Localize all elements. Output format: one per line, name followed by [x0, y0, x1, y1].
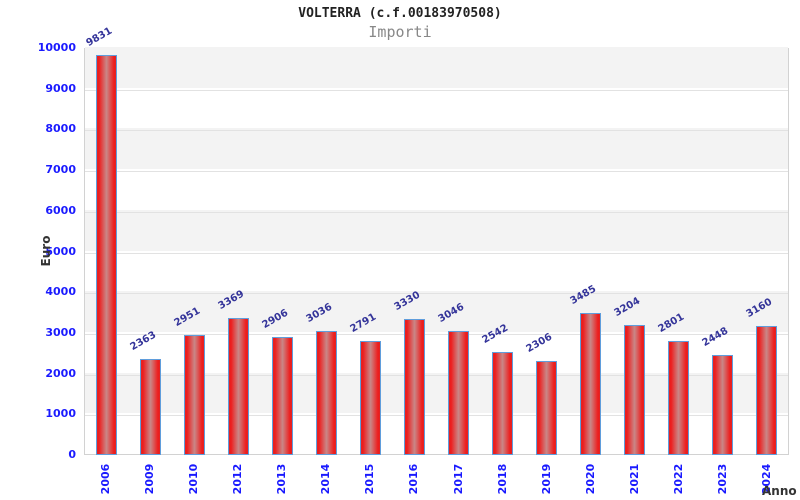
x-tick-label: 2016: [407, 463, 421, 495]
bar: [95, 54, 117, 455]
x-tick-label: 2013: [275, 463, 289, 495]
bar: [359, 341, 381, 455]
gridline: [85, 415, 788, 417]
chart-title: VOLTERRA (c.f.00183970508): [298, 6, 502, 21]
gridline: [85, 130, 788, 132]
bar: [315, 331, 337, 455]
bar: [139, 358, 161, 455]
bar: [403, 319, 425, 455]
chart-subtitle: Importi: [368, 23, 432, 41]
gridline: [85, 89, 788, 91]
bar: [227, 317, 249, 455]
y-tick-label: 9000: [45, 81, 76, 95]
gridline: [85, 211, 788, 213]
y-tick-label: 1000: [45, 407, 76, 421]
x-tick-label: 2012: [231, 463, 245, 495]
gridline: [85, 293, 788, 295]
plot-band: [85, 128, 788, 170]
x-tick-label: 2018: [495, 463, 509, 495]
bar: [624, 324, 646, 455]
y-tick-label: 6000: [45, 203, 76, 217]
plot-band: [85, 291, 788, 332]
x-tick-label: 2023: [715, 463, 729, 495]
x-tick-label: 2021: [627, 463, 641, 495]
plot-band: [85, 169, 788, 210]
plot-band: [85, 87, 788, 129]
y-tick-label: 7000: [45, 163, 76, 177]
y-tick-label: 5000: [45, 244, 76, 258]
bar: [756, 326, 778, 455]
bar: [712, 355, 734, 455]
x-tick-label: 2020: [583, 463, 597, 495]
x-tick-label: 2010: [187, 463, 201, 495]
x-tick-label: 2017: [451, 463, 465, 495]
x-tick-label: 2006: [99, 463, 113, 495]
x-axis-title: Anno: [762, 484, 797, 498]
bar: [492, 351, 514, 455]
y-tick-label: 2000: [45, 366, 76, 380]
y-axis-title: Euro: [39, 235, 53, 267]
y-tick-label: 10000: [37, 41, 76, 54]
x-tick-label: 2009: [143, 463, 157, 495]
y-tick-label: 0: [68, 448, 76, 461]
gridline: [85, 252, 788, 254]
plot-band: [85, 47, 788, 88]
bar: [668, 340, 690, 455]
y-tick-label: 4000: [45, 285, 76, 299]
plot-band: [85, 209, 788, 251]
y-tick-label: 8000: [45, 122, 76, 136]
gridline: [85, 333, 788, 335]
plot-band: [85, 250, 788, 292]
bar: [580, 313, 602, 455]
x-tick-label: 2019: [539, 463, 553, 495]
y-tick-label: 3000: [45, 325, 76, 339]
bar: [448, 331, 470, 455]
x-tick-label: 2014: [319, 463, 333, 495]
x-tick-label: 2015: [363, 463, 377, 495]
gridline: [85, 374, 788, 376]
x-tick-label: 2022: [671, 463, 685, 495]
bar: [183, 334, 205, 455]
bar: [536, 361, 558, 455]
bar: [271, 336, 293, 455]
gridline: [85, 171, 788, 173]
